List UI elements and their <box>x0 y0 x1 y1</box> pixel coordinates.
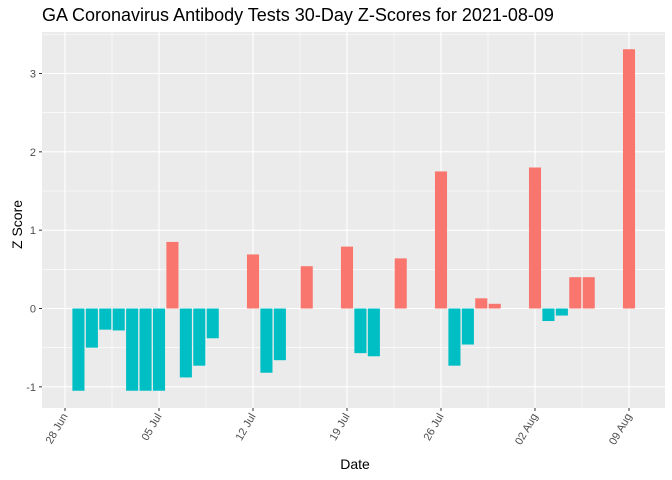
bar <box>246 254 260 309</box>
bar <box>582 277 595 309</box>
bar <box>542 308 555 322</box>
bar <box>179 308 192 378</box>
bar <box>528 167 542 309</box>
bar <box>72 308 85 391</box>
x-tick-label: 02 Aug <box>513 412 541 448</box>
bar <box>112 308 125 331</box>
bar <box>622 49 636 309</box>
bar <box>354 308 367 354</box>
bar <box>394 258 407 309</box>
bar <box>99 308 112 330</box>
y-tick-label: 3 <box>30 69 36 81</box>
x-tick-label: 12 Jul <box>234 412 259 443</box>
bar <box>126 308 139 391</box>
y-tick-label: 1 <box>30 225 36 237</box>
bar <box>475 298 488 309</box>
x-tick-label: 19 Jul <box>328 412 353 443</box>
bars <box>72 49 636 391</box>
y-tick-label: 0 <box>30 304 36 316</box>
minor-gridlines <box>42 32 665 408</box>
bar <box>569 277 582 309</box>
bar <box>461 308 474 345</box>
bar <box>166 241 179 309</box>
bar <box>448 308 461 366</box>
bar <box>555 308 568 316</box>
bar <box>85 308 98 348</box>
bar <box>152 308 166 391</box>
y-axis: -1 0 1 2 3 <box>26 69 42 394</box>
bar <box>260 308 273 373</box>
bar <box>273 308 286 361</box>
x-tick-label: 05 Jul <box>140 412 165 443</box>
x-axis: 28 Jun 05 Jul 12 Jul 19 Jul 26 Jul 02 Aug 09 A… <box>44 408 635 447</box>
x-tick-label: 26 Jul <box>422 412 447 443</box>
x-axis-label: Date <box>340 456 370 472</box>
bar <box>340 246 354 309</box>
bar <box>206 308 219 339</box>
bar <box>139 308 152 391</box>
bar <box>367 308 380 357</box>
chart-title: GA Coronavirus Antibody Tests 30-Day Z-S… <box>42 5 554 25</box>
y-tick-label: -1 <box>26 382 36 394</box>
bar <box>300 266 313 309</box>
y-tick-label: 2 <box>30 147 36 159</box>
x-tick-label: 28 Jun <box>44 412 71 447</box>
bar <box>488 303 501 309</box>
x-tick-label: 09 Aug <box>607 412 635 448</box>
bar <box>193 308 206 366</box>
bar <box>434 171 448 309</box>
